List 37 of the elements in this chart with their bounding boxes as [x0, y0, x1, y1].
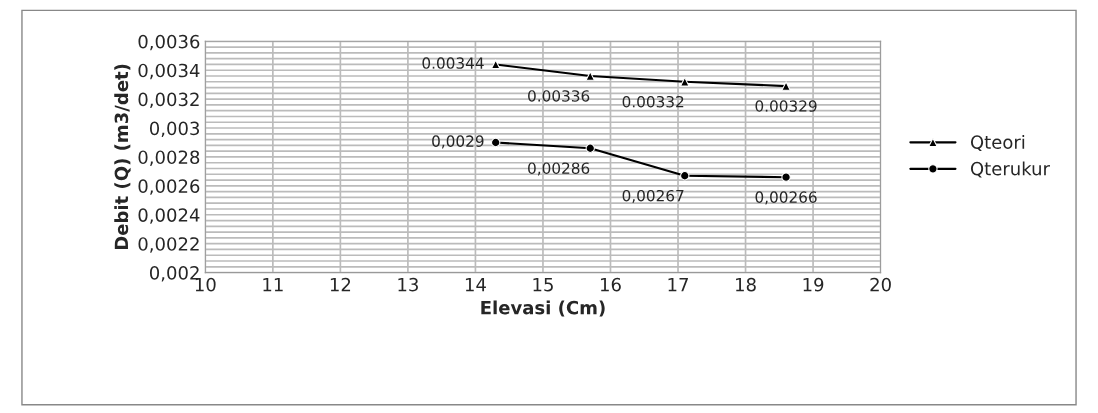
y-tick-label: 0,003	[149, 121, 200, 137]
y-tick-label: 0,0036	[138, 34, 200, 51]
x-tick-label: 16	[600, 277, 621, 292]
point	[491, 137, 501, 148]
data-label: 0,00286	[528, 162, 590, 176]
data-label: 0.00336	[528, 90, 590, 102]
x-tick-label: 17	[668, 278, 688, 292]
legend-label: Qteori	[970, 134, 1025, 151]
x-tick-label: 15	[533, 278, 553, 292]
x-tick-label: 11	[263, 278, 283, 292]
y-tick-label: 0,0032	[138, 92, 199, 109]
point	[781, 81, 791, 91]
x-axis-title: Elevasi (Cm)	[481, 300, 605, 317]
x-tick-label: 14	[465, 278, 486, 292]
data-label: 0,00267	[622, 189, 684, 204]
data-label: 0,0029	[432, 135, 484, 149]
y-tick-label: 0,0024	[138, 208, 200, 224]
x-tick-label: 13	[398, 277, 418, 292]
x-tick-label: 19	[803, 277, 824, 292]
point	[585, 71, 595, 81]
data-label: 0,00266	[755, 191, 817, 205]
y-tick-label: 0,0026	[138, 179, 200, 195]
x-tick-label: 12	[330, 277, 351, 292]
legend-label: Qterukur	[970, 161, 1050, 178]
point	[585, 143, 595, 153]
point	[680, 77, 690, 87]
x-tick-label: 20	[870, 277, 891, 292]
data-label: 0.00332	[622, 95, 684, 108]
point	[680, 171, 690, 181]
y-tick-label: 0,0022	[138, 237, 199, 253]
data-label: 0.00329	[755, 100, 817, 112]
x-tick-label: 18	[736, 277, 756, 292]
y-axis-title: Debit (Q) (m3/det)	[114, 64, 131, 250]
point	[781, 172, 791, 182]
y-tick-label: 0,0028	[138, 150, 200, 166]
data-label: 0.00344	[422, 57, 484, 69]
y-tick-label: 0,0034	[138, 63, 200, 80]
